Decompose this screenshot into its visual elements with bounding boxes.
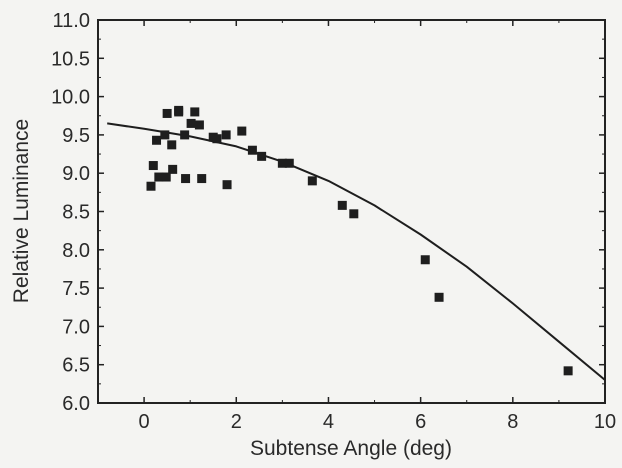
data-point xyxy=(190,107,200,117)
x-tick-label: 8 xyxy=(507,411,518,433)
data-point xyxy=(420,255,430,265)
y-tick-label: 8.5 xyxy=(62,202,90,224)
data-point xyxy=(162,108,172,118)
data-points xyxy=(146,105,573,376)
data-point xyxy=(148,161,158,171)
data-point xyxy=(168,164,178,174)
data-point xyxy=(152,135,162,145)
data-point xyxy=(222,180,232,190)
data-point xyxy=(167,140,177,150)
data-point xyxy=(349,209,359,219)
data-point xyxy=(194,120,204,130)
x-tick-label: 2 xyxy=(231,411,242,433)
data-point xyxy=(146,181,156,191)
y-axis-ticks: 6.0 6.5 7.0 7.5 8.0 8.5 9.0 9.5 10.0 10.5 11.0 xyxy=(51,10,605,415)
data-point xyxy=(563,366,573,376)
x-axis-title: Subtense Angle (deg) xyxy=(250,437,452,460)
data-point xyxy=(277,158,287,168)
y-tick-label: 7.0 xyxy=(62,316,90,338)
data-point xyxy=(337,200,347,210)
x-tick-label: 0 xyxy=(139,411,150,433)
data-point xyxy=(154,172,164,182)
data-point xyxy=(307,176,317,186)
y-tick-label: 6.0 xyxy=(62,393,90,415)
y-tick-label: 11.0 xyxy=(53,10,90,32)
data-point xyxy=(247,145,257,155)
data-point xyxy=(186,118,196,128)
x-axis-ticks: 0 2 4 6 8 10 xyxy=(139,20,616,433)
data-point xyxy=(221,130,231,140)
fit-curve xyxy=(107,122,606,381)
data-point xyxy=(284,158,294,168)
y-axis-title: Relative Luminance xyxy=(10,119,33,303)
y-tick-label: 7.5 xyxy=(62,278,90,300)
y-tick-label: 8.0 xyxy=(62,240,90,262)
data-point xyxy=(174,107,184,117)
data-point xyxy=(197,174,207,184)
data-point xyxy=(434,292,444,302)
y-tick-label: 10.5 xyxy=(51,48,90,70)
data-point xyxy=(212,134,222,144)
x-tick-label: 4 xyxy=(323,411,334,433)
data-point xyxy=(180,130,190,140)
data-point xyxy=(237,126,247,136)
fit-curve-layer xyxy=(107,122,606,381)
y-tick-label: 9.0 xyxy=(62,163,90,185)
y-tick-label: 9.5 xyxy=(62,125,90,147)
x-tick-label: 6 xyxy=(415,411,426,433)
y-tick-label: 6.5 xyxy=(62,355,90,377)
data-point xyxy=(161,172,171,182)
data-point xyxy=(160,130,170,140)
y-tick-label: 10.0 xyxy=(51,87,90,109)
x-tick-label: 10 xyxy=(594,411,616,433)
data-point xyxy=(257,151,267,161)
data-point xyxy=(181,174,191,184)
